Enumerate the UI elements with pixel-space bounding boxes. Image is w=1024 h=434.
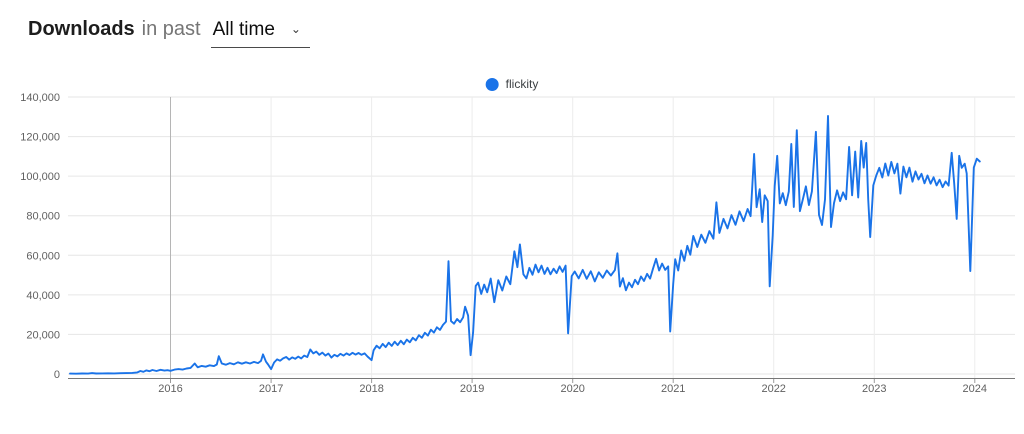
chevron-down-icon: ⌄ (290, 22, 301, 36)
time-range-value: All time (212, 19, 275, 40)
chart-legend: flickity (485, 77, 539, 91)
y-tick-label: 100,000 (20, 171, 60, 183)
x-tick-label: 2017 (259, 383, 283, 395)
legend-dot (485, 77, 499, 91)
series-line-flickity[interactable] (69, 115, 981, 375)
y-tick-label: 140,000 (20, 92, 60, 104)
y-tick-label: 0 (54, 369, 60, 381)
time-range-select[interactable]: All time ⌄ (210, 18, 310, 48)
x-tick-label: 2016 (158, 383, 182, 395)
x-tick-label: 2024 (963, 383, 987, 395)
x-tick-label: 2019 (460, 383, 484, 395)
y-tick-label: 60,000 (26, 250, 60, 262)
x-tick-label: 2022 (761, 383, 785, 395)
y-tick-label: 120,000 (20, 132, 60, 144)
page-header: Downloads in past All time ⌄ (28, 16, 310, 48)
x-tick-label: 2023 (862, 383, 886, 395)
y-tick-label: 20,000 (26, 329, 60, 341)
y-tick-label: 40,000 (26, 290, 60, 302)
y-tick-label: 80,000 (26, 211, 60, 223)
x-tick-label: 2020 (560, 383, 584, 395)
page-title: Downloads (28, 18, 135, 40)
legend-label: flickity (505, 77, 539, 91)
x-tick-label: 2021 (661, 383, 685, 395)
x-tick-label: 2018 (359, 383, 383, 395)
page-subtitle: in past (141, 18, 201, 40)
